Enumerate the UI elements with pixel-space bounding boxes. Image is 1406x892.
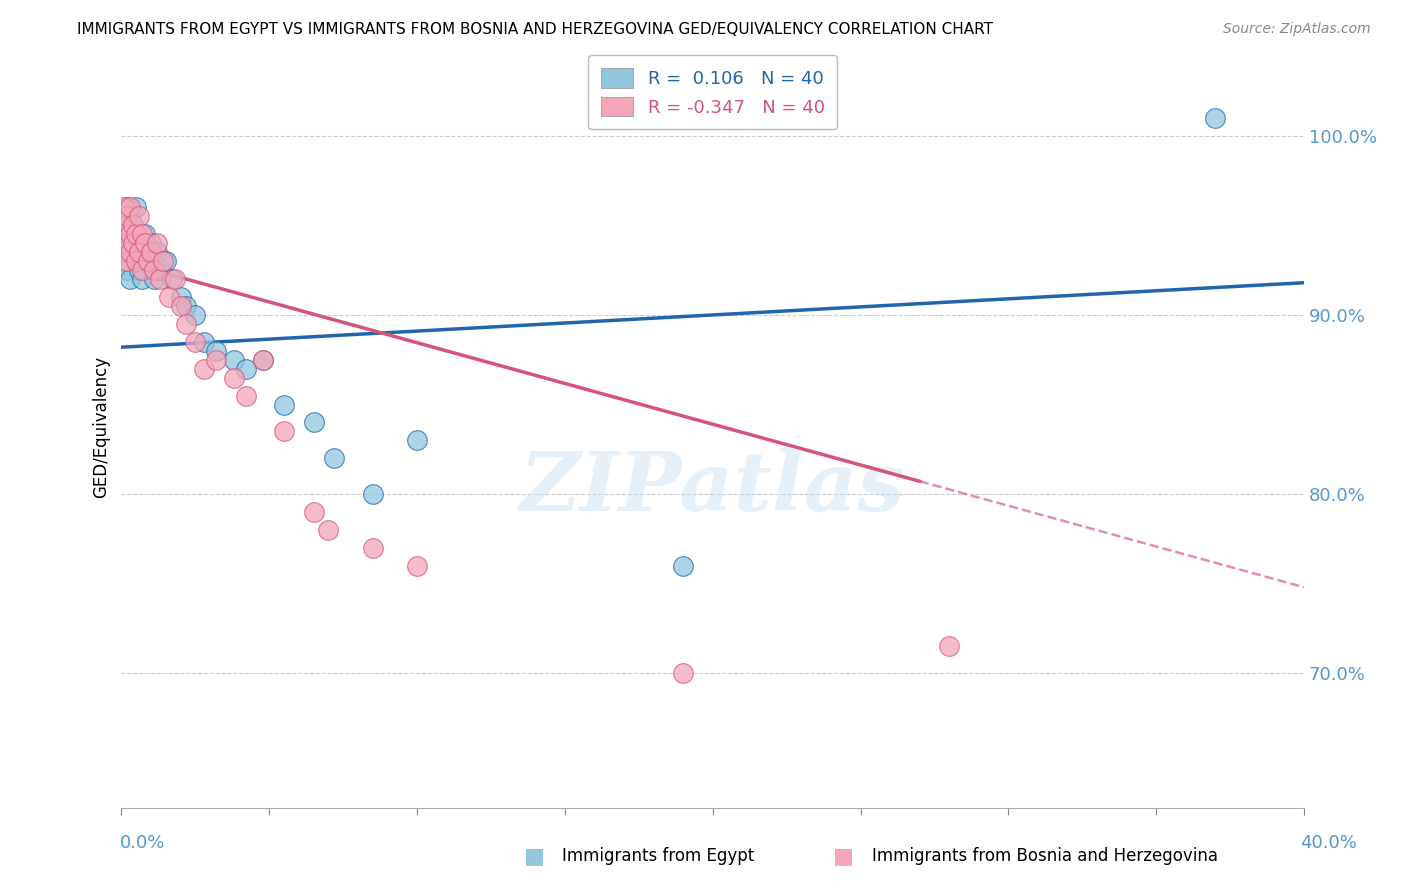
Point [235, 388, 257, 402]
Point [120, 245, 142, 260]
Point [134, 236, 156, 251]
Point [134, 227, 156, 242]
Point [149, 272, 172, 286]
Point [125, 227, 148, 242]
Point [193, 334, 215, 349]
Point [120, 201, 142, 215]
Point [318, 523, 340, 537]
Text: Source: ZipAtlas.com: Source: ZipAtlas.com [1223, 22, 1371, 37]
Point [112, 236, 135, 251]
Point [252, 352, 274, 367]
Point [163, 272, 186, 286]
Point [672, 558, 695, 573]
Legend: R =  0.106   N = 40, R = -0.347   N = 40: R = 0.106 N = 40, R = -0.347 N = 40 [588, 55, 838, 129]
Point [193, 361, 215, 376]
Point [112, 219, 135, 233]
Point [117, 210, 139, 224]
Point [184, 334, 207, 349]
Point [128, 210, 150, 224]
Point [1204, 111, 1226, 125]
Point [120, 245, 142, 260]
Point [131, 272, 153, 286]
Point [117, 263, 139, 277]
Point [302, 505, 325, 519]
Point [122, 236, 145, 251]
Point [252, 352, 274, 367]
Point [361, 541, 384, 555]
Text: ■: ■ [524, 847, 544, 866]
Point [128, 236, 150, 251]
Point [136, 254, 159, 268]
Point [136, 254, 159, 268]
Point [120, 210, 142, 224]
Point [157, 290, 180, 304]
Point [273, 425, 295, 439]
Point [125, 254, 148, 268]
Point [222, 352, 245, 367]
Point [222, 370, 245, 384]
Point [139, 236, 162, 251]
Point [938, 640, 960, 654]
Point [128, 245, 150, 260]
Point [149, 263, 172, 277]
Point [155, 254, 177, 268]
Point [112, 254, 135, 268]
Point [146, 245, 169, 260]
Point [122, 219, 145, 233]
Text: Immigrants from Bosnia and Herzegovina: Immigrants from Bosnia and Herzegovina [872, 847, 1218, 865]
Point [117, 201, 139, 215]
Point [302, 416, 325, 430]
Point [131, 263, 153, 277]
Point [323, 451, 346, 466]
Point [184, 308, 207, 322]
Point [273, 398, 295, 412]
Text: IMMIGRANTS FROM EGYPT VS IMMIGRANTS FROM BOSNIA AND HERZEGOVINA GED/EQUIVALENCY : IMMIGRANTS FROM EGYPT VS IMMIGRANTS FROM… [77, 22, 993, 37]
Point [117, 227, 139, 242]
Point [122, 219, 145, 233]
Point [131, 245, 153, 260]
Point [128, 263, 150, 277]
Point [235, 361, 257, 376]
Point [176, 299, 198, 313]
Point [406, 558, 429, 573]
Text: 40.0%: 40.0% [1301, 834, 1357, 852]
Point [169, 290, 191, 304]
Text: Immigrants from Egypt: Immigrants from Egypt [562, 847, 755, 865]
Point [143, 263, 166, 277]
Point [139, 245, 162, 260]
Y-axis label: GED/Equivalency: GED/Equivalency [93, 356, 110, 498]
Point [131, 227, 153, 242]
Point [361, 487, 384, 501]
Point [176, 317, 198, 331]
Text: ■: ■ [834, 847, 853, 866]
Point [117, 236, 139, 251]
Point [120, 272, 142, 286]
Point [406, 434, 429, 448]
Point [143, 272, 166, 286]
Point [672, 666, 695, 681]
Point [122, 236, 145, 251]
Point [152, 254, 174, 268]
Text: 0.0%: 0.0% [120, 834, 165, 852]
Point [125, 201, 148, 215]
Point [160, 272, 183, 286]
Point [117, 254, 139, 268]
Point [205, 343, 228, 358]
Point [169, 299, 191, 313]
Point [125, 254, 148, 268]
Point [146, 236, 169, 251]
Text: ZIPatlas: ZIPatlas [520, 448, 905, 528]
Point [205, 352, 228, 367]
Point [125, 227, 148, 242]
Point [120, 227, 142, 242]
Point [112, 201, 135, 215]
